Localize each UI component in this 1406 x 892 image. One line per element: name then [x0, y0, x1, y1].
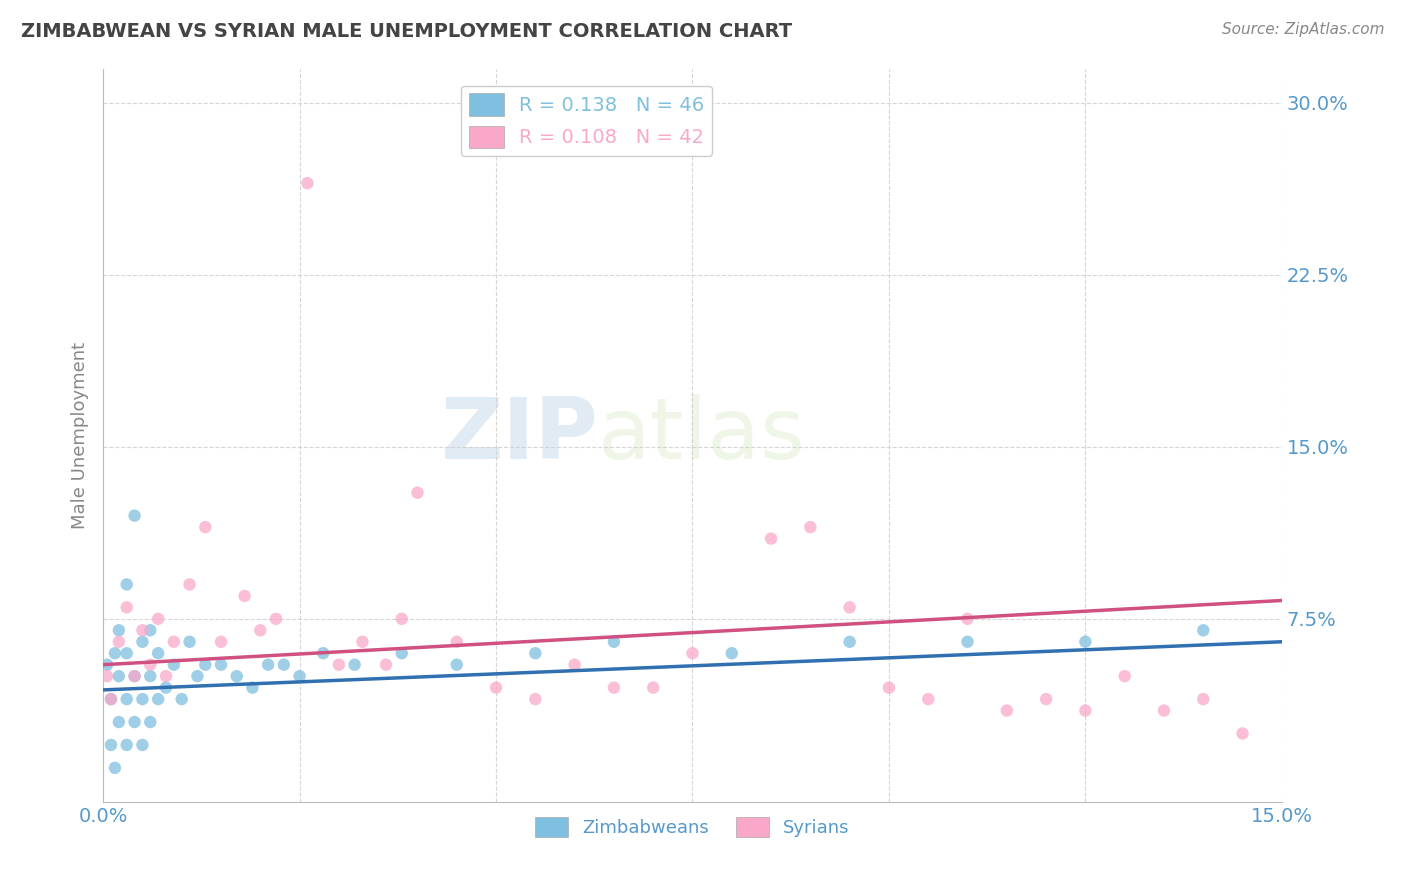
Point	[155, 669, 177, 683]
Point	[233, 589, 256, 603]
Point	[115, 646, 138, 660]
Point	[146, 612, 169, 626]
Point	[155, 681, 177, 695]
Point	[524, 692, 547, 706]
Point	[194, 520, 217, 534]
Point	[643, 681, 665, 695]
Point	[131, 624, 153, 638]
Point	[682, 646, 704, 660]
Point	[877, 681, 900, 695]
Point	[100, 692, 122, 706]
Point	[838, 634, 860, 648]
Point	[391, 646, 413, 660]
Point	[115, 692, 138, 706]
Point	[139, 714, 162, 729]
Point	[603, 681, 626, 695]
Point	[225, 669, 247, 683]
Point	[1074, 634, 1097, 648]
Point	[100, 692, 122, 706]
Point	[104, 646, 127, 660]
Point	[96, 669, 118, 683]
Point	[209, 657, 232, 672]
Point	[186, 669, 208, 683]
Point	[170, 692, 193, 706]
Y-axis label: Male Unemployment: Male Unemployment	[72, 342, 89, 529]
Point	[375, 657, 398, 672]
Point	[131, 692, 153, 706]
Point	[179, 634, 201, 648]
Point	[104, 761, 127, 775]
Point	[124, 508, 146, 523]
Point	[108, 634, 131, 648]
Point	[139, 669, 162, 683]
Point	[485, 681, 508, 695]
Point	[163, 657, 186, 672]
Point	[209, 634, 232, 648]
Point	[163, 634, 186, 648]
Point	[603, 634, 626, 648]
Point	[242, 681, 264, 695]
Point	[1074, 704, 1097, 718]
Point	[352, 634, 374, 648]
Point	[838, 600, 860, 615]
Point	[124, 669, 146, 683]
Point	[524, 646, 547, 660]
Point	[1232, 726, 1254, 740]
Point	[249, 624, 271, 638]
Point	[96, 657, 118, 672]
Point	[146, 646, 169, 660]
Point	[564, 657, 586, 672]
Point	[956, 634, 979, 648]
Point	[759, 532, 782, 546]
Point	[139, 624, 162, 638]
Point	[799, 520, 821, 534]
Point	[328, 657, 350, 672]
Point	[273, 657, 295, 672]
Text: ZIP: ZIP	[440, 394, 598, 477]
Text: Source: ZipAtlas.com: Source: ZipAtlas.com	[1222, 22, 1385, 37]
Point	[1114, 669, 1136, 683]
Point	[139, 657, 162, 672]
Point	[312, 646, 335, 660]
Point	[194, 657, 217, 672]
Point	[100, 738, 122, 752]
Point	[1192, 692, 1215, 706]
Point	[288, 669, 311, 683]
Point	[917, 692, 939, 706]
Point	[257, 657, 280, 672]
Point	[115, 738, 138, 752]
Point	[720, 646, 742, 660]
Point	[124, 669, 146, 683]
Point	[995, 704, 1018, 718]
Point	[108, 714, 131, 729]
Point	[124, 714, 146, 729]
Point	[1192, 624, 1215, 638]
Legend: Zimbabweans, Syrians: Zimbabweans, Syrians	[529, 809, 856, 845]
Point	[446, 657, 468, 672]
Point	[131, 738, 153, 752]
Point	[108, 624, 131, 638]
Text: ZIMBABWEAN VS SYRIAN MALE UNEMPLOYMENT CORRELATION CHART: ZIMBABWEAN VS SYRIAN MALE UNEMPLOYMENT C…	[21, 22, 792, 41]
Point	[956, 612, 979, 626]
Text: atlas: atlas	[598, 394, 806, 477]
Point	[406, 485, 429, 500]
Point	[1035, 692, 1057, 706]
Point	[115, 600, 138, 615]
Point	[146, 692, 169, 706]
Point	[391, 612, 413, 626]
Point	[115, 577, 138, 591]
Point	[297, 176, 319, 190]
Point	[446, 634, 468, 648]
Point	[131, 634, 153, 648]
Point	[1153, 704, 1175, 718]
Point	[343, 657, 366, 672]
Point	[179, 577, 201, 591]
Point	[264, 612, 287, 626]
Point	[108, 669, 131, 683]
